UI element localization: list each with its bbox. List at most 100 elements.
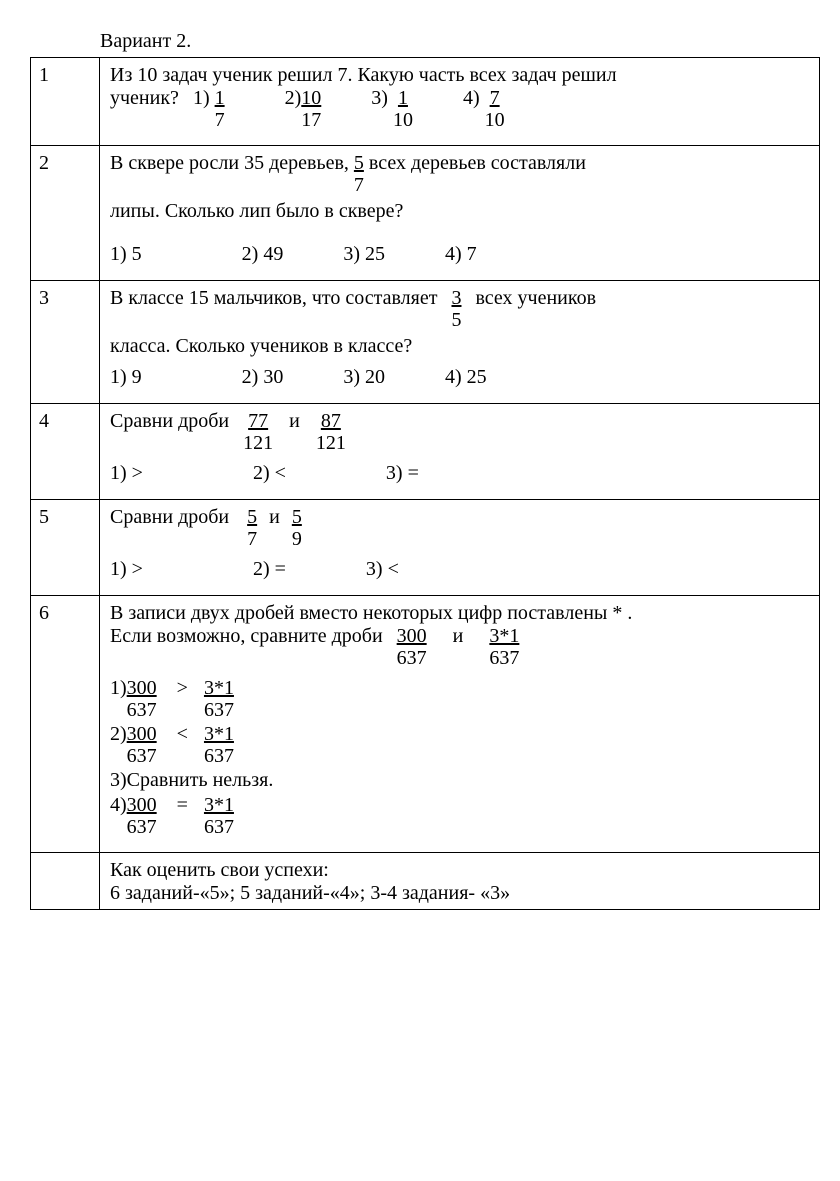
numerator: 3*1 bbox=[204, 723, 234, 745]
denominator: 637 bbox=[127, 816, 157, 838]
numerator: 77 bbox=[243, 410, 273, 432]
question-body: В сквере росли 35 деревьев, 5 7 всех дер… bbox=[100, 146, 820, 281]
question-number: 6 bbox=[31, 596, 100, 853]
numerator: 7 bbox=[485, 87, 505, 109]
text-part: всех учеников bbox=[475, 287, 596, 309]
table-row: Как оценить свои успехи: 6 заданий-«5»; … bbox=[31, 853, 820, 910]
fraction: 5 7 bbox=[354, 152, 364, 196]
numerator: 300 bbox=[397, 625, 427, 647]
fraction: 5 7 bbox=[247, 506, 257, 550]
grading-scale: 6 заданий-«5»; 5 заданий-«4»; 3-4 задани… bbox=[110, 882, 809, 905]
denominator: 121 bbox=[316, 432, 346, 454]
question-text: В записи двух дробей вместо некоторых ци… bbox=[110, 602, 809, 625]
fraction: 5 9 bbox=[292, 506, 302, 550]
text-part: Сравни дроби bbox=[110, 410, 229, 432]
question-text: Если возможно, сравните дроби 300 637 и … bbox=[110, 625, 809, 669]
question-body: В записи двух дробей вместо некоторых ци… bbox=[100, 596, 820, 853]
question-number: 3 bbox=[31, 281, 100, 404]
fraction: 77 121 bbox=[243, 410, 273, 454]
question-options: ученик? 1) 1 7 2) 10 17 3) 1 10 bbox=[110, 87, 809, 131]
questions-table: 1 Из 10 задач ученик решил 7. Какую част… bbox=[30, 57, 820, 910]
numerator: 300 bbox=[127, 794, 157, 816]
fraction: 3*1 637 bbox=[204, 677, 234, 721]
grading-title: Как оценить свои успехи: bbox=[110, 859, 809, 882]
text-part: Сравни дроби bbox=[110, 506, 229, 528]
option-label: 1) bbox=[193, 87, 210, 109]
option-label: 3) bbox=[371, 87, 388, 109]
question-text: Из 10 задач ученик решил 7. Какую часть … bbox=[110, 64, 809, 87]
fraction: 300 637 bbox=[397, 625, 427, 669]
denominator: 637 bbox=[489, 647, 519, 669]
denominator: 637 bbox=[204, 745, 234, 767]
denominator: 637 bbox=[204, 699, 234, 721]
denominator: 17 bbox=[301, 109, 321, 131]
question-text: класса. Сколько учеников в классе? bbox=[110, 335, 809, 358]
question-text: Сравни дроби 77 121 и 87 121 bbox=[110, 410, 809, 454]
option: 2) 49 bbox=[242, 243, 284, 265]
fraction: 3*1 637 bbox=[204, 723, 234, 767]
option: 2) 30 bbox=[242, 366, 284, 388]
text-part: В классе 15 мальчиков, что составляет bbox=[110, 287, 437, 309]
question-body: Из 10 задач ученик решил 7. Какую часть … bbox=[100, 58, 820, 146]
option: 1) > bbox=[110, 558, 143, 580]
question-text: В сквере росли 35 деревьев, 5 7 всех дер… bbox=[110, 152, 809, 196]
denominator: 9 bbox=[292, 528, 302, 550]
table-row: 5 Сравни дроби 5 7 и 5 9 1) > bbox=[31, 500, 820, 596]
option: 3) < bbox=[366, 558, 399, 580]
numerator: 3*1 bbox=[204, 794, 234, 816]
table-row: 6 В записи двух дробей вместо некоторых … bbox=[31, 596, 820, 853]
option: 3) = bbox=[386, 462, 419, 484]
denominator: 7 bbox=[354, 174, 364, 196]
question-number bbox=[31, 853, 100, 910]
option: 2) = bbox=[253, 558, 286, 580]
operator: > bbox=[177, 677, 188, 699]
option-label: 4) bbox=[110, 794, 127, 816]
numerator: 3*1 bbox=[204, 677, 234, 699]
operator: = bbox=[177, 794, 188, 816]
numerator: 3*1 bbox=[489, 625, 519, 647]
fraction: 300 637 bbox=[127, 723, 157, 767]
question-body: Сравни дроби 77 121 и 87 121 1) > 2) < bbox=[100, 404, 820, 500]
variant-title: Вариант 2. bbox=[100, 30, 820, 53]
denominator: 637 bbox=[397, 647, 427, 669]
denominator: 637 bbox=[127, 699, 157, 721]
question-text: липы. Сколько лип было в сквере? bbox=[110, 200, 809, 223]
grading-info: Как оценить свои успехи: 6 заданий-«5»; … bbox=[100, 853, 820, 910]
numerator: 3 bbox=[451, 287, 461, 309]
denominator: 5 bbox=[451, 309, 461, 331]
denominator: 637 bbox=[127, 745, 157, 767]
denominator: 637 bbox=[204, 816, 234, 838]
text-part: и bbox=[269, 506, 280, 528]
numerator: 1 bbox=[393, 87, 413, 109]
option: 4) 25 bbox=[445, 366, 487, 388]
denominator: 7 bbox=[247, 528, 257, 550]
question-options: 1) 5 2) 49 3) 25 4) 7 bbox=[110, 243, 809, 266]
text-part: и bbox=[453, 625, 464, 647]
option-row: 1) 300 637 > 3*1 637 bbox=[110, 677, 809, 721]
fraction: 87 121 bbox=[316, 410, 346, 454]
question-number: 5 bbox=[31, 500, 100, 596]
fraction: 1 7 bbox=[215, 87, 225, 131]
option-row: 4) 300 637 = 3*1 637 bbox=[110, 794, 809, 838]
denominator: 10 bbox=[485, 109, 505, 131]
fraction: 3 5 bbox=[451, 287, 461, 331]
question-text: В классе 15 мальчиков, что составляет 3 … bbox=[110, 287, 809, 331]
fraction: 7 10 bbox=[485, 87, 505, 131]
table-row: 2 В сквере росли 35 деревьев, 5 7 всех д… bbox=[31, 146, 820, 281]
numerator: 300 bbox=[127, 677, 157, 699]
question-body: В классе 15 мальчиков, что составляет 3 … bbox=[100, 281, 820, 404]
fraction: 3*1 637 bbox=[204, 794, 234, 838]
numerator: 87 bbox=[316, 410, 346, 432]
option: 1) > bbox=[110, 462, 143, 484]
text-part: и bbox=[289, 410, 300, 432]
question-number: 4 bbox=[31, 404, 100, 500]
fraction: 300 637 bbox=[127, 677, 157, 721]
text-part: В сквере росли 35 деревьев, bbox=[110, 152, 349, 174]
text-part: Если возможно, сравните дроби bbox=[110, 625, 383, 647]
table-row: 3 В классе 15 мальчиков, что составляет … bbox=[31, 281, 820, 404]
denominator: 7 bbox=[215, 109, 225, 131]
question-number: 2 bbox=[31, 146, 100, 281]
option: 3) 20 bbox=[343, 366, 385, 388]
question-body: Сравни дроби 5 7 и 5 9 1) > 2) = bbox=[100, 500, 820, 596]
operator: < bbox=[177, 723, 188, 745]
